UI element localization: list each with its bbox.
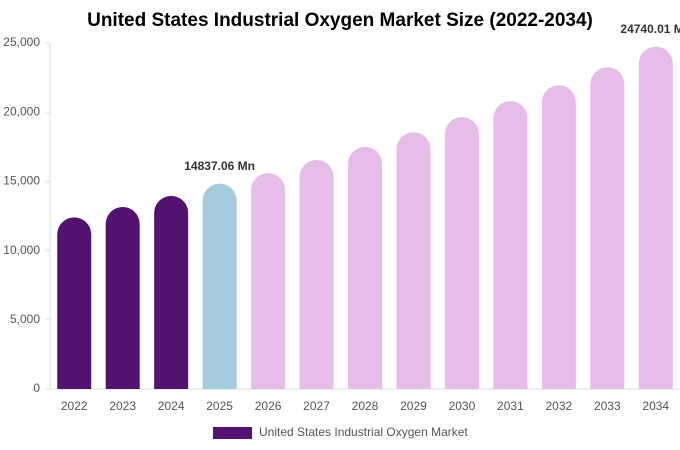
x-tick-label: 2028 [352,399,379,413]
bar [638,46,673,389]
bar [57,217,92,389]
x-tick-label: 2033 [594,399,621,413]
y-tick-label: 20,000 [3,104,40,118]
bar [590,67,625,389]
x-tick-label: 2024 [158,399,185,413]
bar [154,195,189,389]
x-tick-label: 2030 [449,399,476,413]
chart-title: United States Industrial Oxygen Market S… [87,10,593,31]
bar [105,207,140,389]
y-tick-label: 5,000 [10,312,40,326]
y-tick-label: 0 [33,381,40,395]
x-tick-label: 2022 [61,399,88,413]
value-label: 24740.01 Mn [620,22,680,36]
bar [348,146,382,389]
x-tick-label: 2026 [255,399,282,413]
legend-label: United States Industrial Oxygen Market [259,425,468,439]
x-tick-label: 2023 [109,399,136,413]
bar [444,117,479,389]
y-tick-label: 15,000 [3,174,40,188]
x-tick-label: 2034 [642,399,669,413]
x-tick-label: 2025 [206,399,233,413]
legend-swatch [213,427,252,439]
bar [493,101,528,389]
bar [396,132,431,389]
bar [541,85,576,389]
x-tick-label: 2032 [545,399,572,413]
y-tick-label: 25,000 [3,35,40,49]
x-tick-label: 2027 [303,399,330,413]
x-tick-label: 2029 [400,399,427,413]
value-label: 14837.06 Mn [184,159,255,173]
bar [251,173,286,389]
bar [299,159,334,389]
y-tick-label: 10,000 [3,243,40,257]
bar [202,183,237,389]
x-tick-label: 2031 [497,399,524,413]
